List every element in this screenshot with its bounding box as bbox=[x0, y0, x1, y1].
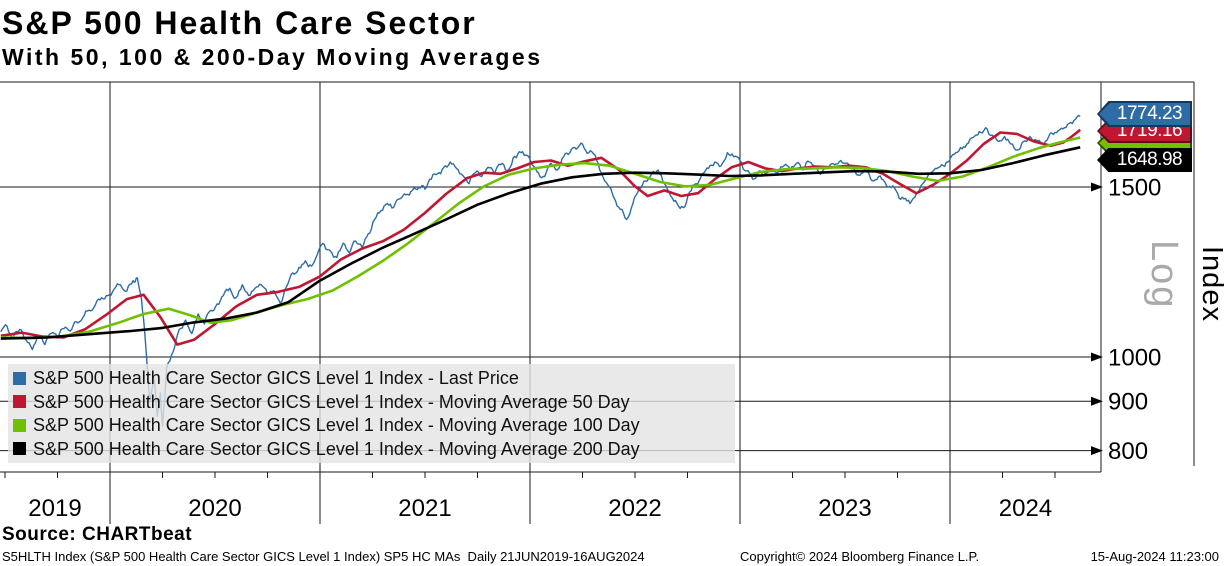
footer-copyright: Copyright© 2024 Bloomberg Finance L.P. bbox=[740, 549, 980, 564]
legend-item-ma50[interactable]: S&P 500 Health Care Sector GICS Level 1 … bbox=[13, 393, 735, 411]
legend-item-last_price[interactable]: S&P 500 Health Care Sector GICS Level 1 … bbox=[13, 369, 735, 387]
y-tick-label: 1000 bbox=[1108, 345, 1161, 372]
y-tick-arrow-icon bbox=[1091, 182, 1103, 192]
price-label-value: 1774.23 bbox=[1099, 103, 1190, 125]
y-tick-label: 1500 bbox=[1108, 175, 1161, 202]
y-tick-arrow-icon bbox=[1091, 396, 1103, 406]
footer-description: S5HLTH Index (S&P 500 Health Care Sector… bbox=[2, 549, 645, 564]
legend-swatch-icon bbox=[13, 418, 26, 432]
price-label-last_price: 1774.23 bbox=[1097, 101, 1192, 127]
legend-item-ma200[interactable]: S&P 500 Health Care Sector GICS Level 1 … bbox=[13, 440, 735, 458]
legend-swatch-icon bbox=[13, 371, 26, 385]
y-tick-arrow-icon bbox=[1091, 446, 1103, 456]
series-line-ma50 bbox=[0, 128, 1082, 346]
source-line: Source: CHARTbeat bbox=[2, 524, 193, 545]
x-tick-label: 2019 bbox=[28, 495, 81, 522]
price-label-ma200: 1648.98 bbox=[1097, 148, 1192, 172]
x-tick-label: 2022 bbox=[608, 495, 661, 522]
legend-swatch-icon bbox=[13, 442, 26, 456]
x-tick-label: 2020 bbox=[188, 495, 241, 522]
price-label-value: 1648.98 bbox=[1099, 150, 1190, 170]
x-tick-label: 2021 bbox=[398, 495, 451, 522]
y-scale-log-label: Log bbox=[1143, 240, 1185, 310]
x-tick-label: 2024 bbox=[999, 495, 1052, 522]
legend-label: S&P 500 Health Care Sector GICS Level 1 … bbox=[33, 368, 519, 389]
legend-label: S&P 500 Health Care Sector GICS Level 1 … bbox=[33, 391, 630, 412]
legend-swatch-icon bbox=[13, 395, 26, 409]
page-subtitle: With 50, 100 & 200-Day Moving Averages bbox=[2, 44, 543, 70]
chart-legend: S&P 500 Health Care Sector GICS Level 1 … bbox=[8, 364, 735, 463]
series-line-ma100 bbox=[0, 136, 1081, 340]
legend-label: S&P 500 Health Care Sector GICS Level 1 … bbox=[33, 415, 640, 436]
footer-timestamp: 15-Aug-2024 11:23:00 bbox=[1090, 549, 1219, 564]
y-axis-index-label: Index bbox=[1196, 246, 1224, 322]
x-tick-label: 2023 bbox=[818, 495, 871, 522]
y-tick-label: 800 bbox=[1108, 438, 1148, 465]
legend-item-ma100[interactable]: S&P 500 Health Care Sector GICS Level 1 … bbox=[13, 416, 735, 434]
series-line-ma200 bbox=[0, 146, 1081, 340]
legend-label: S&P 500 Health Care Sector GICS Level 1 … bbox=[33, 438, 640, 459]
page-title: S&P 500 Health Care Sector bbox=[2, 5, 477, 41]
y-tick-arrow-icon bbox=[1091, 352, 1103, 362]
y-tick-label: 900 bbox=[1108, 389, 1148, 416]
